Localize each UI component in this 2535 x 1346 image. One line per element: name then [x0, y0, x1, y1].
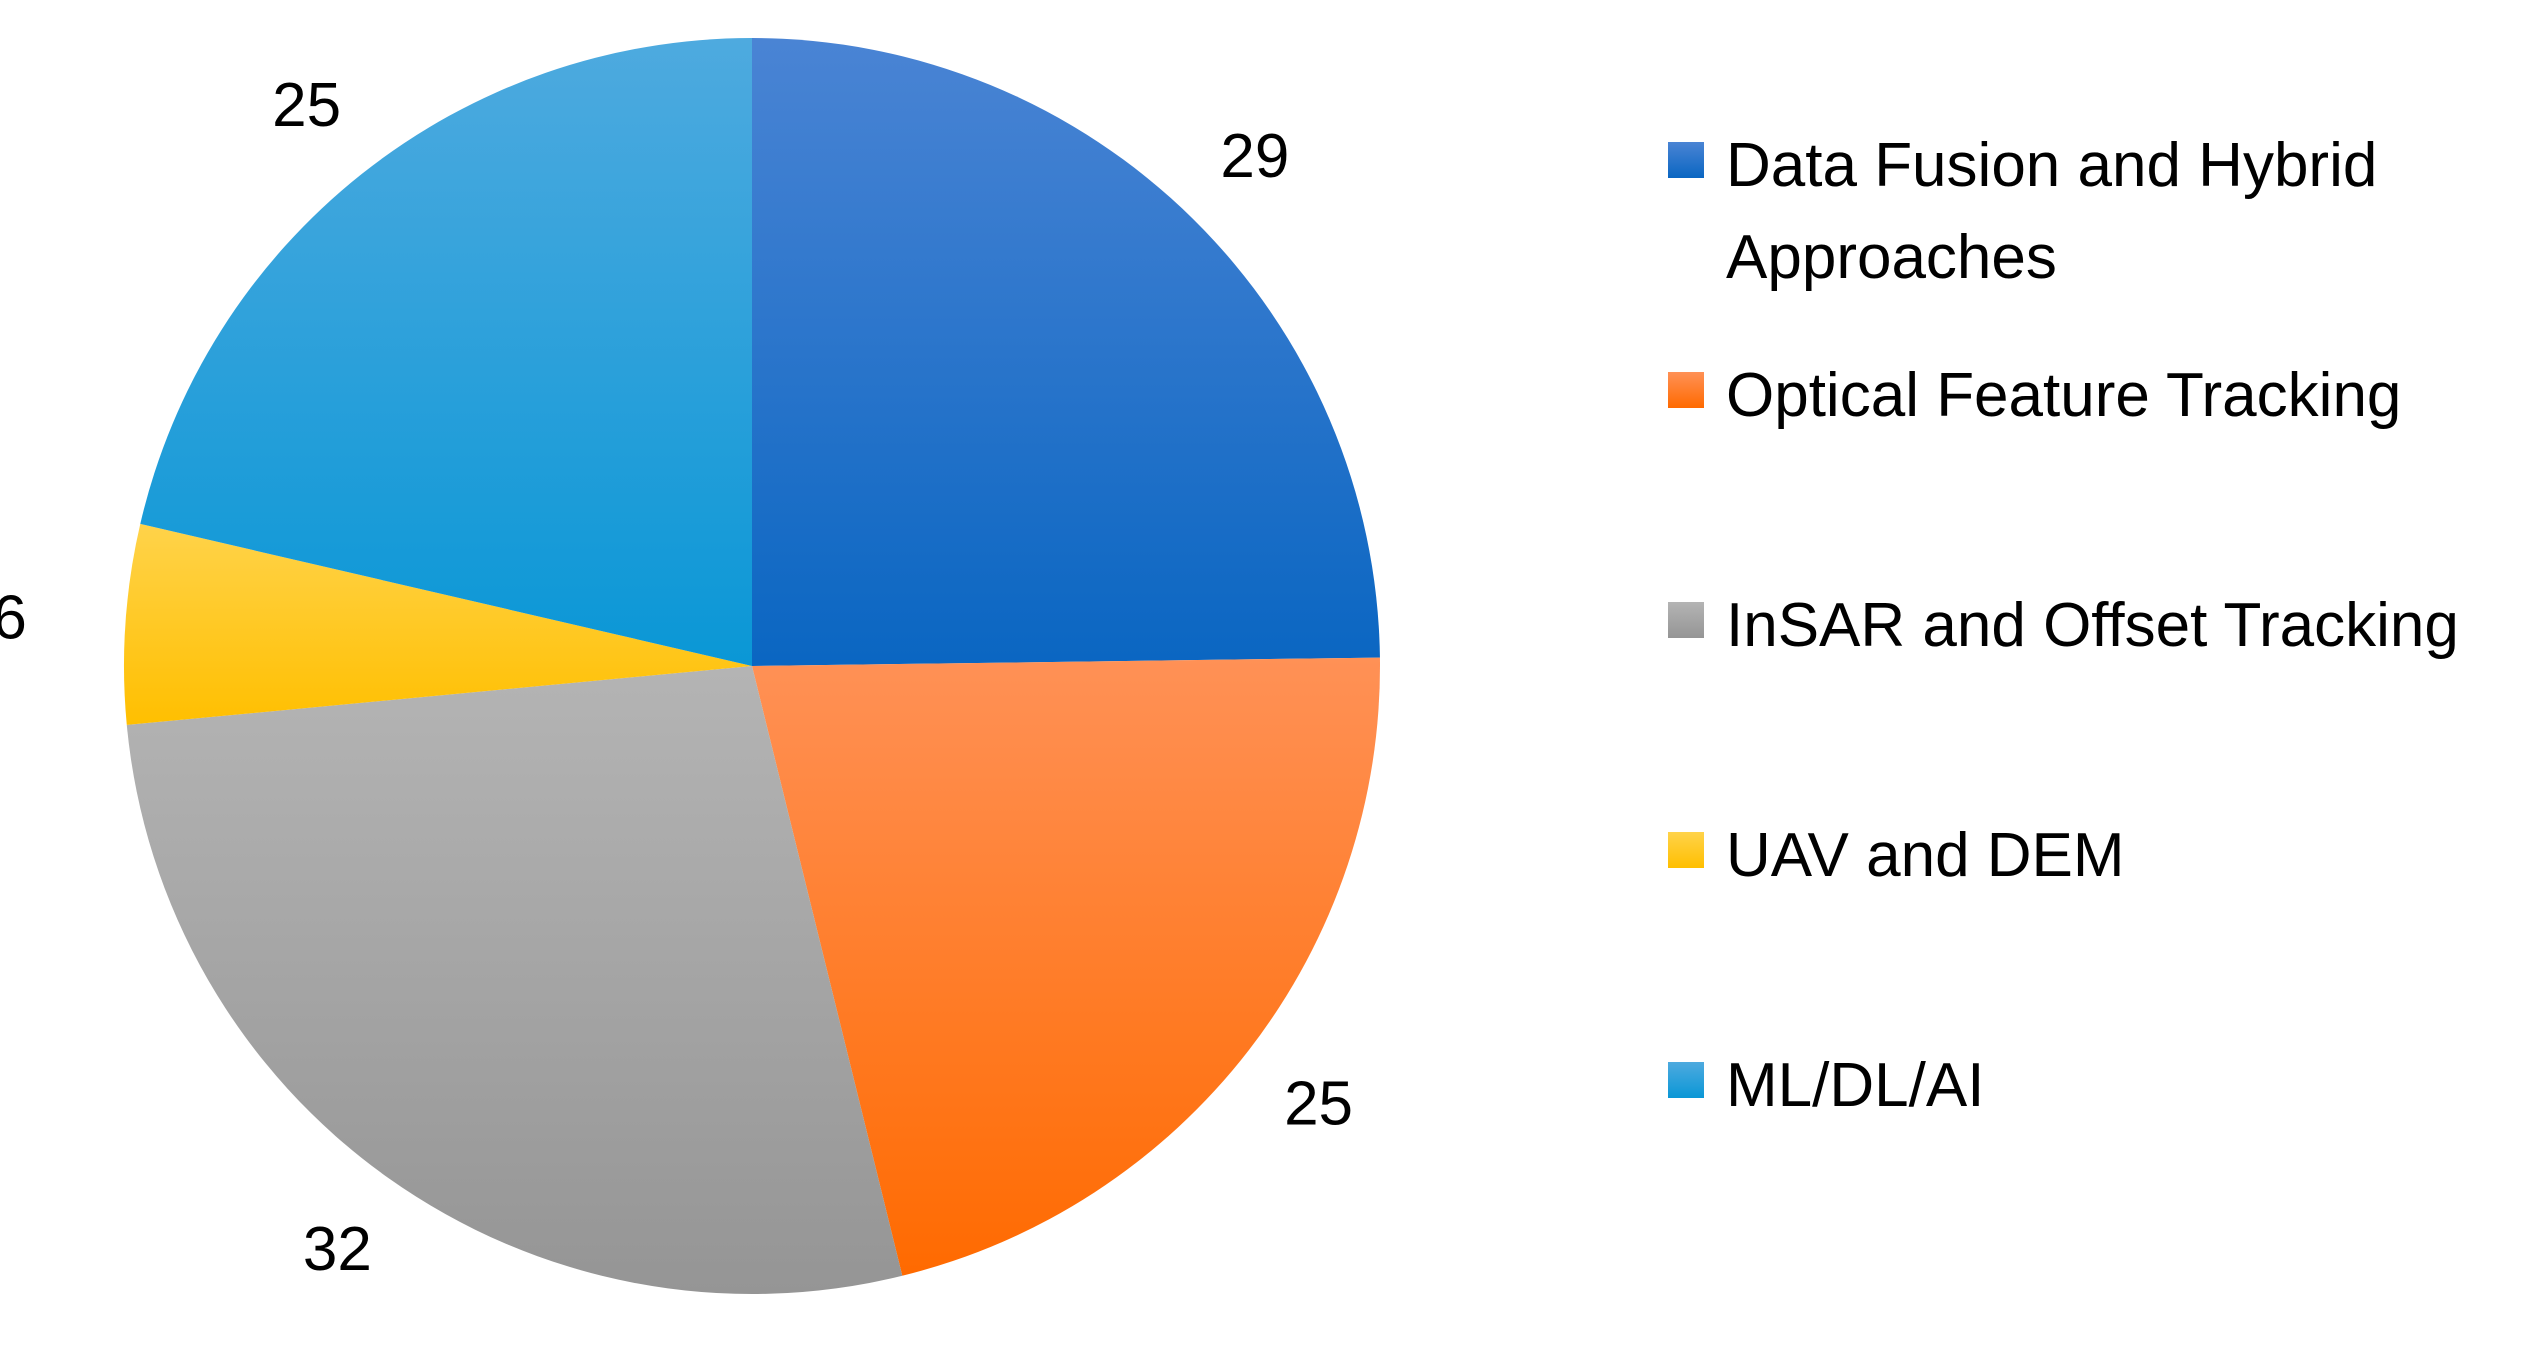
legend-label-insar: InSAR and Offset Tracking: [1726, 591, 2459, 660]
legend-item-ml-dl-ai: ML/DL/AI: [1668, 1040, 2506, 1132]
legend-label-optical-feature-tracking: Optical Feature Tracking: [1726, 361, 2402, 430]
pie-slice-data-fusion: [752, 38, 1380, 666]
pie-slice-optical-feature-tracking: [752, 657, 1380, 1276]
legend-item-optical-feature-tracking: Optical Feature Tracking: [1668, 350, 2506, 442]
legend-swatch-uav-dem: [1668, 832, 1704, 868]
legend-swatch-insar: [1668, 602, 1704, 638]
pie-slice-insar: [126, 666, 903, 1294]
pie-slice-ml-dl-ai: [140, 37, 752, 666]
data-label-data-fusion: 29: [1220, 122, 1289, 191]
data-label-ml-dl-ai: 25: [272, 71, 341, 140]
pie-slice-uav-dem: [123, 523, 752, 725]
legend-item-insar: InSAR and Offset Tracking: [1668, 580, 2506, 672]
legend-label-uav-dem: UAV and DEM: [1726, 821, 2125, 890]
legend-swatch-optical-feature-tracking: [1668, 372, 1704, 408]
legend-item-data-fusion: Data Fusion and Hybrid Approaches: [1668, 120, 2506, 304]
legend-swatch-data-fusion: [1668, 142, 1704, 178]
legend-label-ml-dl-ai: ML/DL/AI: [1726, 1051, 1985, 1120]
data-label-optical-feature-tracking: 25: [1284, 1069, 1353, 1138]
data-label-uav-dem: 6: [0, 583, 27, 652]
pie-slices: [123, 37, 1380, 1294]
legend-item-uav-dem: UAV and DEM: [1668, 810, 2506, 902]
legend-label-data-fusion: Data Fusion and Hybrid Approaches: [1726, 131, 2378, 292]
pie-data-labels: 29 25 32 6 25: [0, 71, 1353, 1284]
data-label-insar: 32: [303, 1215, 372, 1284]
legend-swatch-ml-dl-ai: [1668, 1062, 1704, 1098]
